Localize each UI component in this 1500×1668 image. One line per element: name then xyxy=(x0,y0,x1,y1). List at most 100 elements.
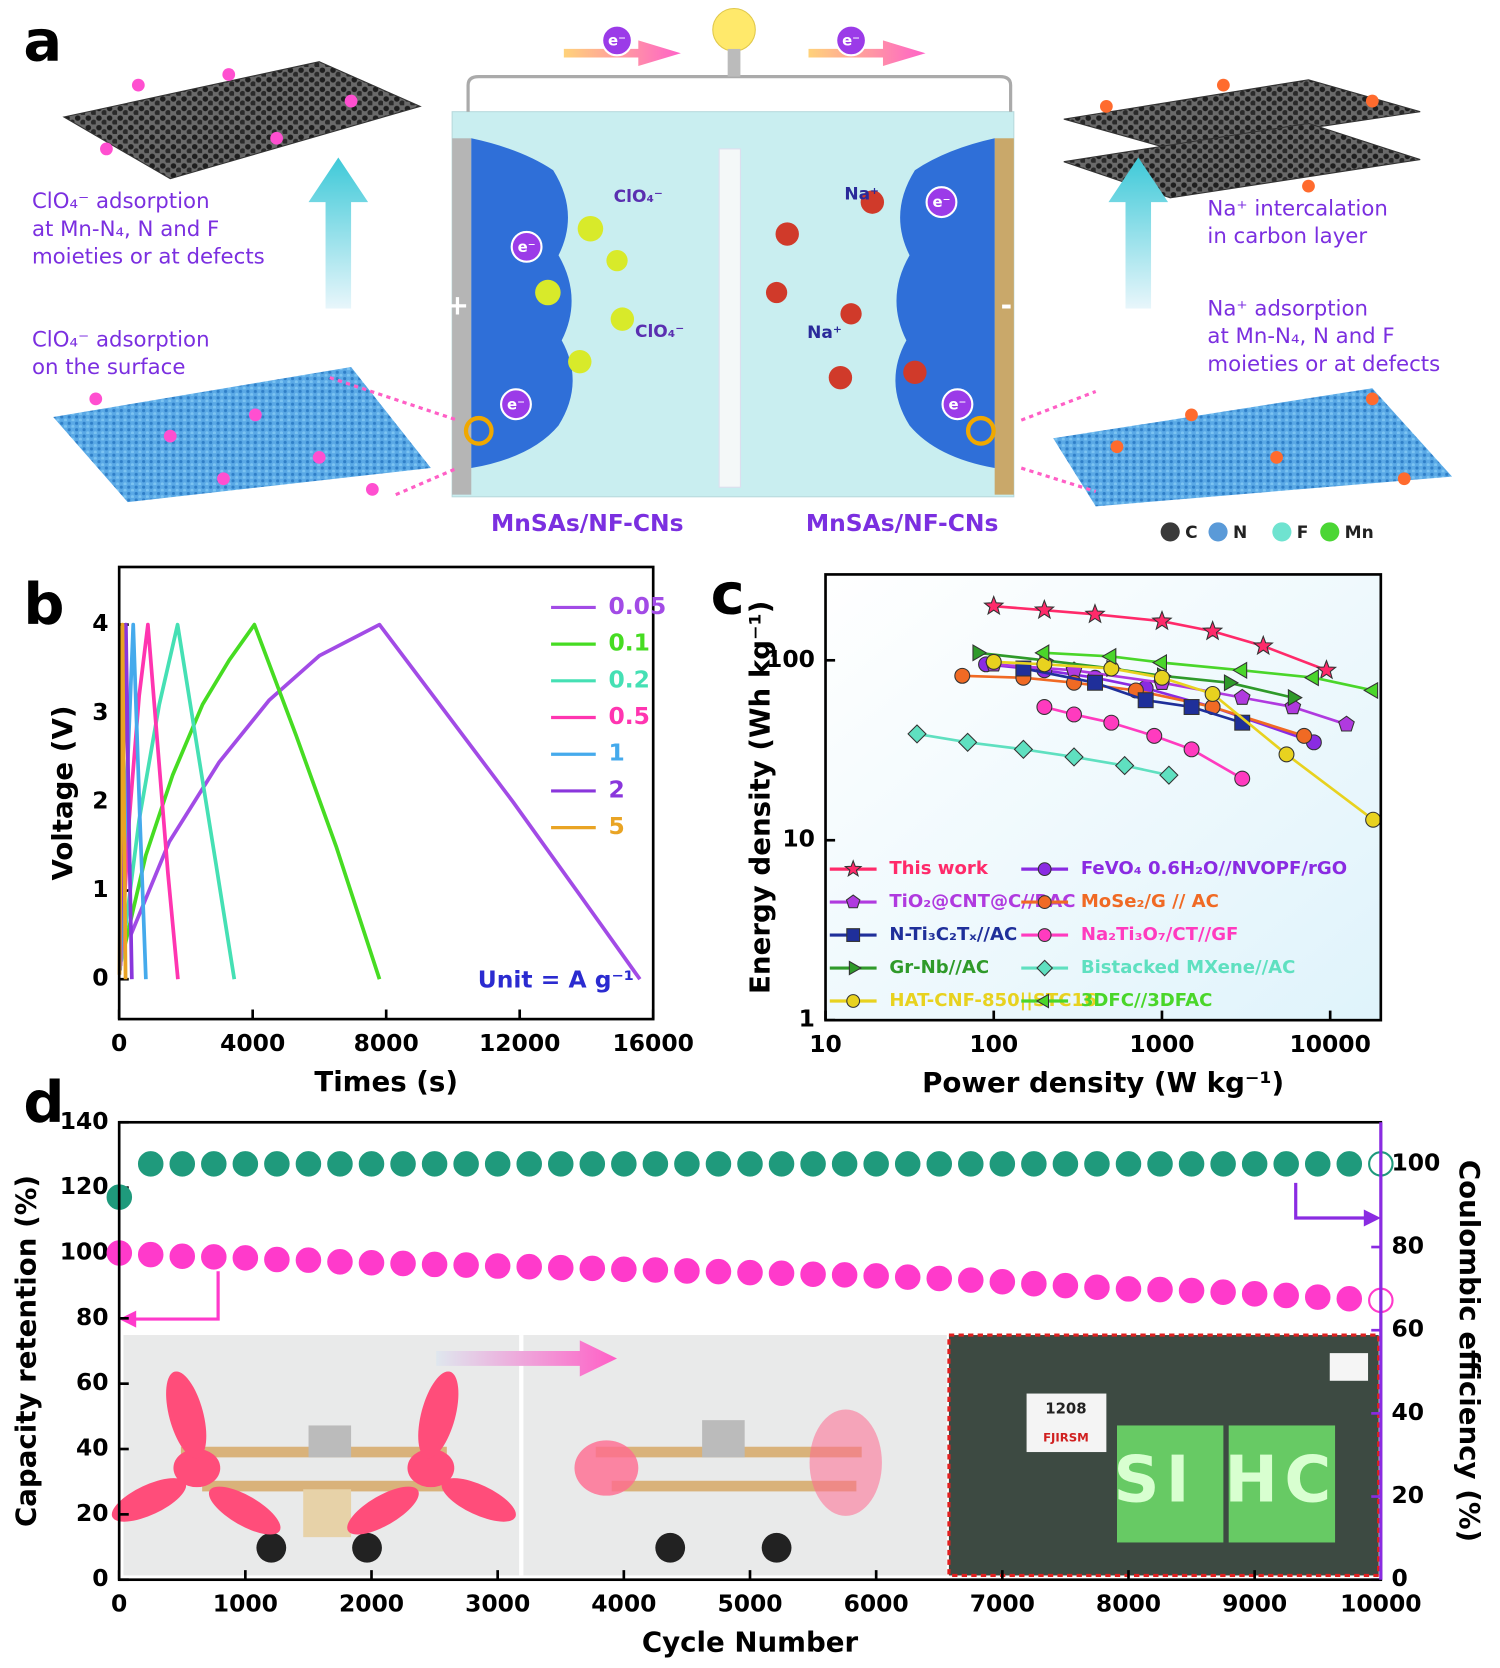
data-point xyxy=(894,1264,921,1290)
data-point xyxy=(737,1151,763,1177)
panel-label: a xyxy=(23,7,62,74)
led-panel xyxy=(1228,1425,1336,1543)
bulb xyxy=(712,7,756,52)
legend-label: Na₂Ti₃O₇/CT//GF xyxy=(1081,924,1239,945)
legend-label: 0.05 xyxy=(609,592,667,620)
electron xyxy=(601,24,633,57)
data-point xyxy=(1147,1151,1173,1177)
wood-bar xyxy=(611,1480,857,1492)
data-point xyxy=(484,1253,511,1279)
photo-text: 1208 xyxy=(1045,1400,1086,1418)
propeller xyxy=(418,1371,459,1459)
data-point xyxy=(1304,1151,1331,1177)
data-point xyxy=(137,1241,164,1268)
data-point xyxy=(1296,727,1313,744)
data-point xyxy=(1210,1279,1236,1305)
data-point xyxy=(611,1151,637,1177)
current-arrow xyxy=(808,40,926,66)
data-point xyxy=(926,1151,953,1177)
y-axis-label: Capacity retention (%) xyxy=(10,1175,43,1527)
electrode xyxy=(471,138,573,469)
diagram-text: Na⁺ intercalation xyxy=(1207,197,1387,222)
electrode xyxy=(895,138,995,469)
data-point xyxy=(201,1151,227,1177)
propeller xyxy=(166,1371,207,1459)
x-tick-label: 1000 xyxy=(1129,1030,1194,1058)
data-point xyxy=(1036,656,1053,673)
photo-text: FJIRSM xyxy=(1043,1431,1089,1445)
data-point xyxy=(484,1151,511,1177)
x-tick-label: 10 xyxy=(809,1030,842,1058)
data-point xyxy=(611,1256,637,1283)
axis-arrow xyxy=(1294,1182,1367,1220)
data-point xyxy=(989,1151,1016,1177)
current-collector xyxy=(994,138,1014,495)
x-tick-label: 9000 xyxy=(1222,1590,1287,1618)
data-point xyxy=(1303,669,1319,687)
propeller xyxy=(208,1486,281,1535)
data-point xyxy=(1036,699,1053,715)
data-point xyxy=(1151,654,1167,672)
data-point xyxy=(1365,811,1382,828)
data-point xyxy=(1115,1151,1142,1177)
x-tick-label: 16000 xyxy=(613,1029,694,1057)
legend-marker xyxy=(1037,862,1052,877)
data-point xyxy=(674,1258,700,1284)
data-point xyxy=(989,1268,1016,1295)
data-point xyxy=(201,1244,227,1270)
legend-label: Bistacked MXene//AC xyxy=(1081,957,1296,978)
data-point xyxy=(1114,755,1135,776)
legend-label: This work xyxy=(889,858,988,879)
legend-marker xyxy=(843,859,863,878)
data-point xyxy=(674,1151,700,1177)
data-point xyxy=(1064,747,1084,767)
data-point xyxy=(390,1250,416,1277)
photo-divider xyxy=(519,1335,524,1576)
y-tick-label: 4 xyxy=(92,609,108,637)
data-point xyxy=(1013,739,1034,760)
atom-legend-label: F xyxy=(1297,523,1309,543)
diagram-text: moieties or at defects xyxy=(32,244,265,269)
x-axis-label: Cycle Number xyxy=(642,1626,859,1659)
data-point xyxy=(1278,746,1295,763)
diagram-text: moieties or at defects xyxy=(1207,352,1440,377)
y-tick-label: 120 xyxy=(60,1172,109,1200)
diagram-text: Na⁺ adsorption xyxy=(1207,297,1368,322)
data-point xyxy=(1034,644,1050,662)
data-point xyxy=(1223,674,1239,692)
series-line xyxy=(1044,651,1374,692)
data-point xyxy=(958,1151,984,1177)
propeller-spinning xyxy=(574,1440,639,1496)
electrode-label: MnSAs/NF-CNs xyxy=(491,509,684,537)
data-point xyxy=(421,1151,448,1177)
axis-arrowhead xyxy=(1363,1209,1381,1227)
data-point xyxy=(705,1151,732,1177)
legend-marker xyxy=(846,928,861,942)
data-point xyxy=(169,1151,196,1177)
bulb-base xyxy=(727,48,741,77)
electron-label: e⁻ xyxy=(507,395,525,413)
data-point xyxy=(547,1254,574,1281)
x-tick-label: 5000 xyxy=(717,1590,782,1618)
atom-legend-label: Mn xyxy=(1345,523,1374,543)
data-point xyxy=(1241,1151,1268,1177)
data-point xyxy=(1232,661,1248,679)
x-tick-label: 2000 xyxy=(339,1590,404,1618)
propeller-spinning xyxy=(809,1409,882,1516)
y2-tick-label: 60 xyxy=(1391,1315,1424,1343)
panel-label: c xyxy=(711,560,745,627)
ion-label: Na⁺ xyxy=(807,323,842,343)
data-point xyxy=(390,1151,416,1177)
surface-sheet xyxy=(1053,388,1453,507)
atom-legend-marker xyxy=(1160,522,1180,542)
diagram-text: at Mn-N₄, N and F xyxy=(1207,324,1394,349)
data-point xyxy=(831,1262,858,1288)
legend-marker xyxy=(1037,895,1052,909)
data-point xyxy=(1273,1282,1299,1309)
up-arrow xyxy=(1108,157,1169,309)
legend-label: 5 xyxy=(609,812,625,840)
y-tick-label: 100 xyxy=(766,645,815,673)
data-point xyxy=(1021,1151,1047,1177)
body xyxy=(303,1489,352,1538)
data-point xyxy=(1336,1285,1363,1312)
